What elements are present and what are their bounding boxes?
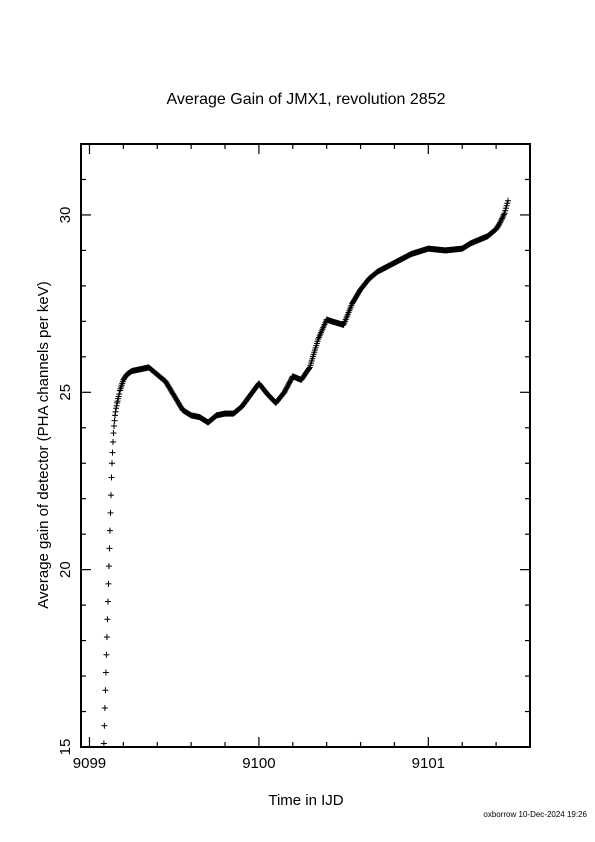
- x-tick-label: 9100: [242, 755, 275, 772]
- data-point: [116, 391, 123, 398]
- data-point: [109, 460, 116, 467]
- data-point: [112, 412, 119, 419]
- y-tick-label: 20: [57, 561, 74, 578]
- data-point: [497, 218, 504, 225]
- data-point: [306, 365, 313, 372]
- data-point: [111, 417, 118, 424]
- data-point: [105, 580, 112, 587]
- data-point: [112, 408, 119, 415]
- plot-frame: [80, 143, 531, 748]
- data-point: [104, 616, 111, 623]
- data-point: [100, 740, 107, 747]
- data-point: [504, 197, 511, 204]
- tick-labels: 9099 9100 9101 15 20 25 30: [57, 207, 445, 772]
- x-tick-label: 9099: [73, 755, 106, 772]
- data-point: [101, 722, 108, 729]
- x-axis-label: Time in IJD: [268, 792, 343, 809]
- y-axis-label: Average gain of detector (PHA channels p…: [35, 281, 52, 608]
- data-point: [500, 211, 507, 218]
- data-point: [106, 527, 113, 534]
- data-point: [499, 214, 506, 221]
- data-point: [497, 219, 504, 226]
- data-point: [106, 545, 113, 552]
- data-point: [103, 651, 110, 658]
- data-point: [104, 598, 111, 605]
- y-tick-label: 30: [57, 207, 74, 224]
- data-markers: [100, 197, 511, 747]
- data-point: [101, 704, 108, 711]
- data-point: [499, 215, 506, 222]
- axis-ticks: [81, 143, 530, 748]
- chart-title: Average Gain of JMX1, revolution 2852: [167, 91, 446, 108]
- data-point: [107, 509, 114, 516]
- y-tick-label: 25: [57, 384, 74, 401]
- data-point: [110, 430, 117, 437]
- data-point: [498, 216, 505, 223]
- data-point: [102, 669, 109, 676]
- data-point: [496, 220, 503, 227]
- data-point: [102, 687, 109, 694]
- data-point: [500, 212, 507, 219]
- data-point: [105, 563, 112, 570]
- x-tick-label: 9101: [412, 755, 445, 772]
- data-point: [113, 402, 120, 409]
- data-point: [111, 422, 118, 429]
- data-point: [103, 634, 110, 641]
- data-point: [107, 492, 114, 499]
- y-tick-label: 15: [57, 739, 74, 756]
- data-point: [109, 449, 116, 456]
- footer-stamp: oxborrow 10-Dec-2024 19:26: [483, 810, 587, 819]
- data-point: [110, 438, 117, 445]
- data-point: [108, 474, 115, 481]
